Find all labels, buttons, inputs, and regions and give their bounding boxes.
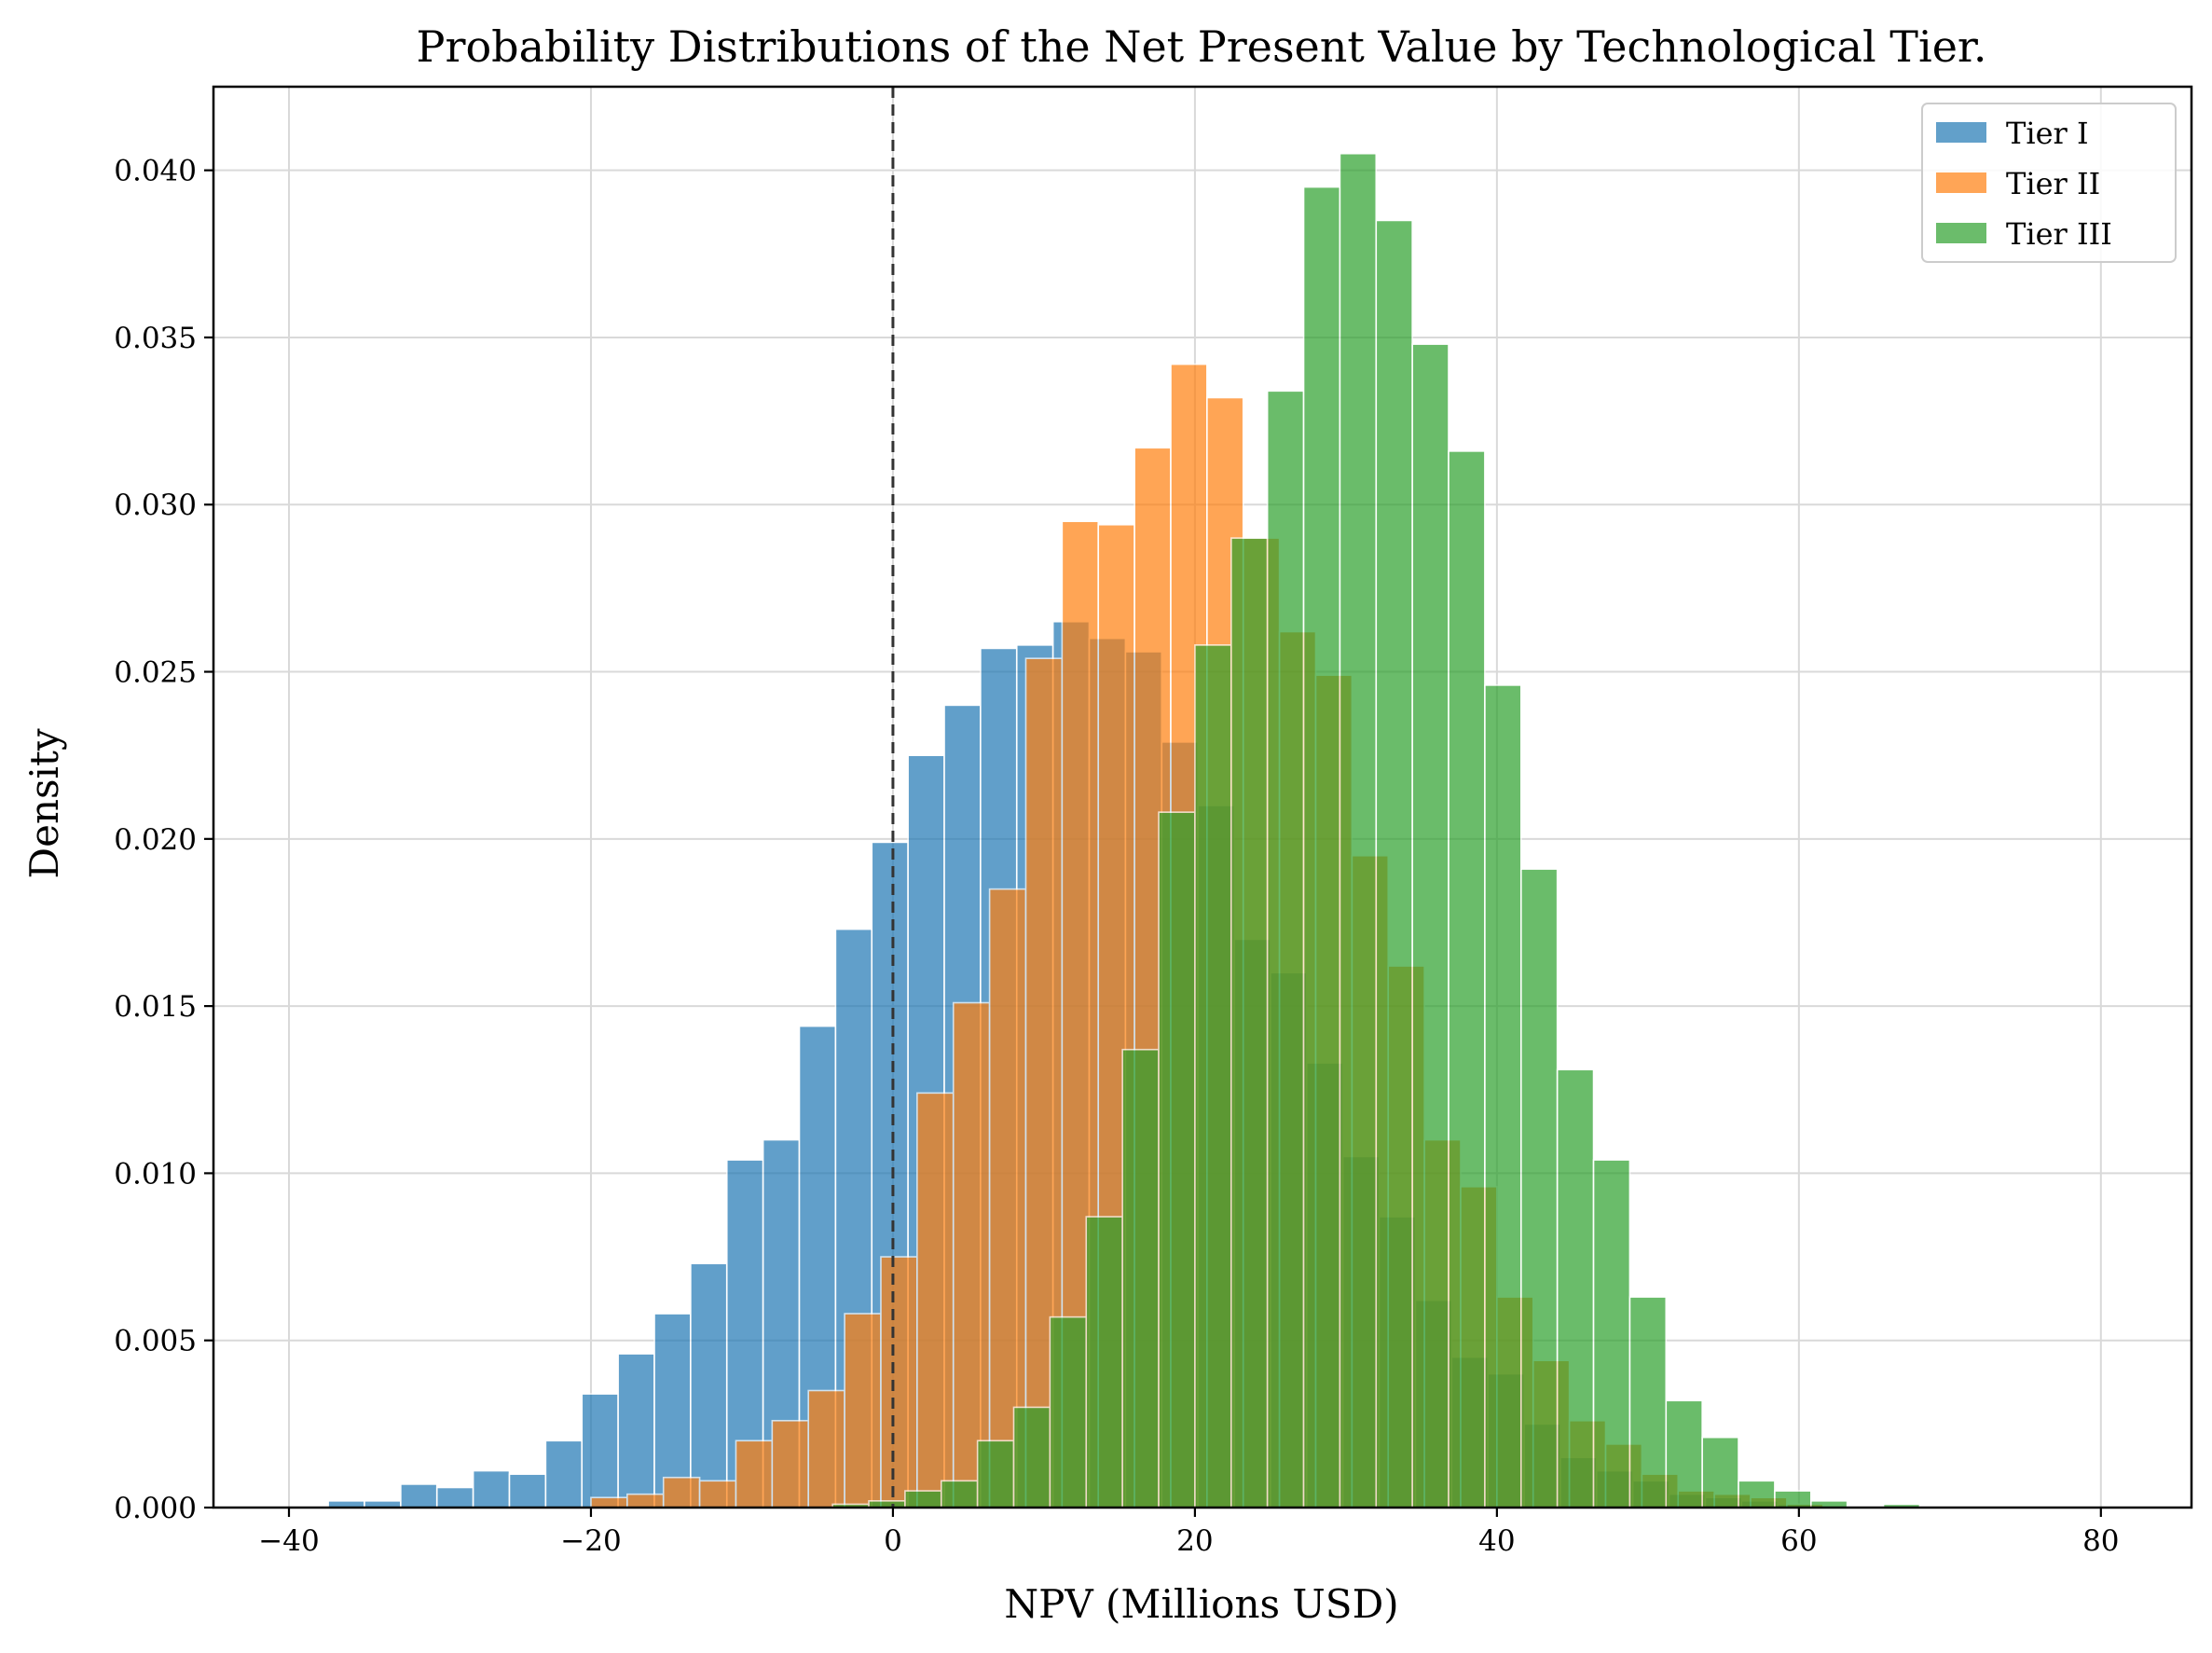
histogram-bar — [617, 1353, 655, 1508]
histogram-bar — [1701, 1436, 1739, 1508]
histogram-bar — [771, 1419, 810, 1508]
legend-box — [1921, 103, 2177, 263]
x-tick-label: 60 — [1780, 1524, 1817, 1558]
histogram-bar — [581, 1393, 619, 1508]
y-tick-label: 0.025 — [114, 656, 197, 690]
histogram-bar — [807, 1389, 845, 1508]
histogram-bar — [508, 1473, 547, 1508]
histogram-bar — [1665, 1399, 1703, 1508]
histogram-bar — [1012, 1406, 1051, 1508]
histogram-bar — [400, 1483, 438, 1508]
histogram-bar — [1085, 1216, 1123, 1508]
x-tick-label: −40 — [258, 1524, 319, 1558]
histogram-bar — [472, 1469, 511, 1508]
histogram-bar — [904, 1490, 942, 1508]
histogram-bar — [690, 1262, 728, 1508]
histogram-bar — [1738, 1480, 1776, 1508]
histogram-bar — [662, 1476, 701, 1508]
histogram-bar — [1592, 1159, 1631, 1508]
x-tick-label: 80 — [2082, 1524, 2119, 1558]
histogram-bar — [1484, 684, 1522, 1508]
histogram-bar — [916, 1092, 955, 1508]
histogram-bar — [952, 1001, 991, 1508]
histogram-bar — [653, 1313, 692, 1508]
legend-swatch — [1936, 122, 1986, 143]
x-tick-label: 0 — [884, 1524, 902, 1558]
y-tick-label: 0.030 — [114, 489, 197, 522]
legend-swatch — [1936, 223, 1986, 243]
histogram-bar — [1230, 537, 1269, 1508]
y-tick-label: 0.005 — [114, 1325, 197, 1358]
histogram-bar — [435, 1486, 474, 1508]
histogram-bar — [590, 1496, 628, 1508]
histogram-bar — [1339, 152, 1378, 1508]
legend-label: Tier I — [2006, 116, 2089, 151]
histogram-bar — [1302, 186, 1341, 1508]
x-tick-label: 20 — [1176, 1524, 1213, 1558]
histogram-bar — [698, 1480, 737, 1508]
histogram-bar — [735, 1439, 774, 1508]
histogram-bar — [1628, 1296, 1668, 1508]
histogram-bar — [1448, 450, 1486, 1508]
y-tick-label: 0.020 — [114, 823, 197, 857]
ticks-layer: −40 −20 0 20 40 60 80 0.000 0.005 0.010 0.015 0.020… — [114, 155, 2119, 1558]
histogram-bar — [1519, 868, 1559, 1508]
histogram-bar — [1158, 811, 1196, 1508]
histogram-bar — [1411, 343, 1449, 1508]
legend-label: Tier II — [2006, 166, 2100, 201]
histogram-bar — [976, 1439, 1015, 1508]
histogram-bar — [1375, 219, 1413, 1508]
histogram-bar — [940, 1480, 979, 1508]
y-tick-label: 0.040 — [114, 155, 197, 188]
legend: Tier I Tier II Tier III — [1921, 103, 2177, 263]
chart-title: Probability Distributions of the Net Pre… — [417, 21, 1987, 72]
plot-frame — [212, 85, 2193, 1509]
y-tick-label: 0.000 — [114, 1492, 197, 1525]
histogram-bar — [1556, 1068, 1595, 1508]
histogram-bar — [844, 1313, 882, 1508]
y-tick-label: 0.010 — [114, 1157, 197, 1191]
histogram-bar — [544, 1439, 584, 1508]
histogram-bar — [880, 1256, 918, 1508]
histogram-bar — [1049, 1316, 1088, 1508]
y-tick-label: 0.015 — [114, 990, 197, 1024]
legend-label: Tier III — [2006, 216, 2112, 252]
histogram-bar — [1266, 390, 1305, 1508]
histogram-bar — [1194, 644, 1232, 1508]
histogram-bar — [1774, 1490, 1812, 1508]
x-tick-label: 40 — [1478, 1524, 1515, 1558]
x-axis-label: NPV (Millions USD) — [1004, 1581, 1398, 1627]
series-tier-3 — [831, 152, 1921, 1508]
y-tick-label: 0.035 — [114, 322, 197, 355]
histogram-bar — [1121, 1048, 1160, 1508]
legend-swatch — [1936, 172, 1986, 193]
y-axis-label: Density — [21, 728, 67, 878]
histogram-bar — [626, 1493, 665, 1508]
x-tick-label: −20 — [560, 1524, 621, 1558]
